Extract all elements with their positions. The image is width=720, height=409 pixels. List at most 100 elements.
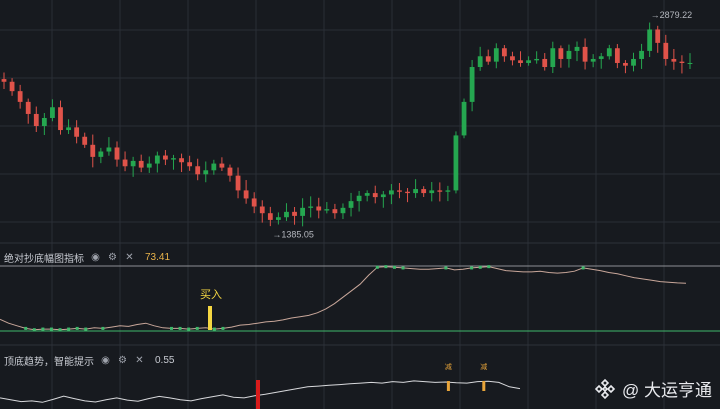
indicator-signal-dot (487, 265, 491, 269)
price-annotations: →2879.22 →1385.05 (272, 10, 692, 239)
candle-body (429, 190, 435, 194)
indicator-signal-dot (170, 326, 173, 330)
candle-body (445, 190, 451, 192)
candle-body (308, 206, 314, 208)
candle-body (380, 194, 386, 198)
reduce-signal-bar (446, 381, 450, 391)
candle-body (114, 147, 120, 160)
candle-body (647, 29, 653, 51)
candle-body (542, 58, 548, 68)
close-icon[interactable]: ✕ (125, 252, 134, 263)
candle-body (17, 91, 23, 102)
indicator-signal-dot (392, 265, 396, 269)
candle-body (493, 48, 499, 62)
buy-signal-bar (208, 306, 212, 330)
candle-body (187, 162, 193, 167)
candle-body (203, 170, 209, 175)
price-low-annotation: →1385.05 (272, 230, 314, 240)
candle-body (590, 58, 596, 62)
indicator-signal-dot (84, 327, 88, 331)
candle-body (453, 135, 459, 191)
eye-icon[interactable]: ◉ (101, 355, 110, 366)
candle-body (9, 81, 15, 92)
candle-body (227, 167, 233, 176)
candle-body (122, 159, 128, 167)
eye-icon[interactable]: ◉ (91, 252, 100, 263)
candle-body (284, 211, 289, 218)
candle-body (316, 206, 322, 211)
indicator-value: 73.41 (145, 252, 171, 263)
indicator-signal-dot (384, 265, 388, 269)
candle-body (405, 191, 410, 194)
candle-body (195, 166, 201, 175)
candle-body (41, 117, 47, 127)
candle-body (631, 58, 636, 66)
candle-body (33, 113, 39, 127)
candle-body (558, 48, 564, 59)
candle-body (663, 42, 669, 59)
candle-body (211, 163, 217, 171)
indicator-name: 顶底趋势，智能提示 (4, 357, 94, 368)
reduce-signal-label: 减 (445, 362, 452, 371)
candle-body (614, 48, 620, 63)
candle-body (332, 209, 338, 214)
candle-body (25, 101, 31, 114)
indicator-signal-dot (58, 328, 62, 332)
candle-body (534, 58, 540, 61)
gear-icon[interactable]: ⚙ (108, 252, 117, 263)
candle-body (388, 190, 394, 195)
indicator-signal-dot (32, 328, 36, 332)
candle-body (606, 48, 612, 57)
gear-icon[interactable]: ⚙ (118, 355, 127, 366)
candle-body (485, 56, 491, 62)
indicator-signal-dot (187, 327, 191, 331)
indicator-signal-dot (478, 265, 482, 269)
candle-body (324, 209, 330, 211)
indicator-title-bar: 绝对抄底幅图指标 ◉ ⚙ ✕ 73.41 (4, 250, 170, 265)
price-high-annotation: →2879.22 (651, 10, 693, 20)
reduce-signal-label: 减 (480, 362, 487, 371)
indicator-name: 绝对抄底幅图指标 (4, 254, 84, 265)
candle-body (163, 155, 168, 160)
candle-body (1, 79, 7, 82)
indicator-signal-dot (581, 266, 585, 270)
candle-body (292, 211, 297, 216)
candle-body (66, 127, 71, 131)
candle-body (106, 147, 112, 152)
candle-body (146, 163, 152, 168)
candle-body (397, 190, 402, 192)
candle-body (219, 163, 225, 168)
candle-body (469, 67, 475, 102)
indicator-value: 0.55 (155, 355, 175, 366)
indicator-pane-trend: 减减 (0, 362, 521, 409)
candle-body (623, 62, 628, 66)
candle-body (501, 48, 507, 57)
candle-body (421, 189, 427, 194)
candle-body (510, 56, 515, 61)
candle-body (671, 58, 677, 62)
candle-body (582, 46, 588, 62)
candle-body (655, 29, 661, 43)
candlestick-series (1, 22, 693, 227)
candle-body (276, 217, 281, 220)
candle-body (437, 190, 443, 192)
candle-body (154, 155, 160, 164)
candle-body (461, 101, 467, 136)
red-signal-bar (256, 380, 260, 409)
indicator-signal-dot (375, 265, 379, 269)
candle-body (518, 60, 523, 63)
indicator-signal-dot (41, 327, 45, 331)
indicator-title-bar: 顶底趋势，智能提示 ◉ ⚙ ✕ 0.55 (4, 353, 174, 368)
buy-signal-label: 买入 (200, 288, 222, 301)
candle-body (82, 136, 88, 145)
candle-body (235, 175, 241, 191)
candle-body (179, 158, 184, 163)
watermark-text: @ 大运亨通 (622, 381, 712, 400)
candle-body (477, 56, 483, 68)
indicator-signal-dot (24, 326, 28, 330)
candle-body (687, 62, 693, 64)
candle-body (300, 207, 306, 216)
close-icon[interactable]: ✕ (135, 355, 144, 366)
